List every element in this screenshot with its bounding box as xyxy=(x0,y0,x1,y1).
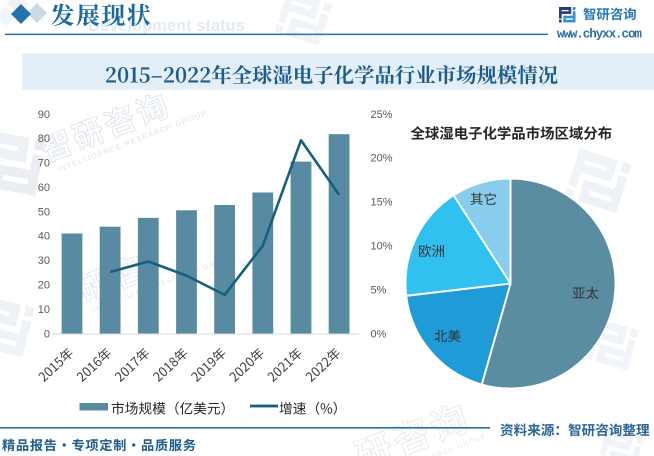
svg-text:25%: 25% xyxy=(371,109,393,121)
svg-text:80: 80 xyxy=(38,133,50,145)
svg-text:50: 50 xyxy=(38,206,50,218)
svg-text:15%: 15% xyxy=(371,197,393,209)
svg-text:www.chyxx.com: www.chyxx.com xyxy=(557,28,642,42)
svg-text:5%: 5% xyxy=(371,284,387,296)
svg-text:10: 10 xyxy=(38,304,50,316)
svg-text:70: 70 xyxy=(38,158,50,170)
svg-text:30: 30 xyxy=(38,255,50,267)
svg-text:10%: 10% xyxy=(371,241,393,253)
svg-text:Development status: Development status xyxy=(88,17,245,35)
svg-text:60: 60 xyxy=(38,182,50,194)
svg-text:40: 40 xyxy=(38,231,50,243)
svg-text:0%: 0% xyxy=(371,328,387,340)
svg-text:90: 90 xyxy=(38,109,50,121)
svg-text:20: 20 xyxy=(38,280,50,292)
svg-text:0: 0 xyxy=(44,328,50,340)
svg-text:20%: 20% xyxy=(371,153,393,165)
